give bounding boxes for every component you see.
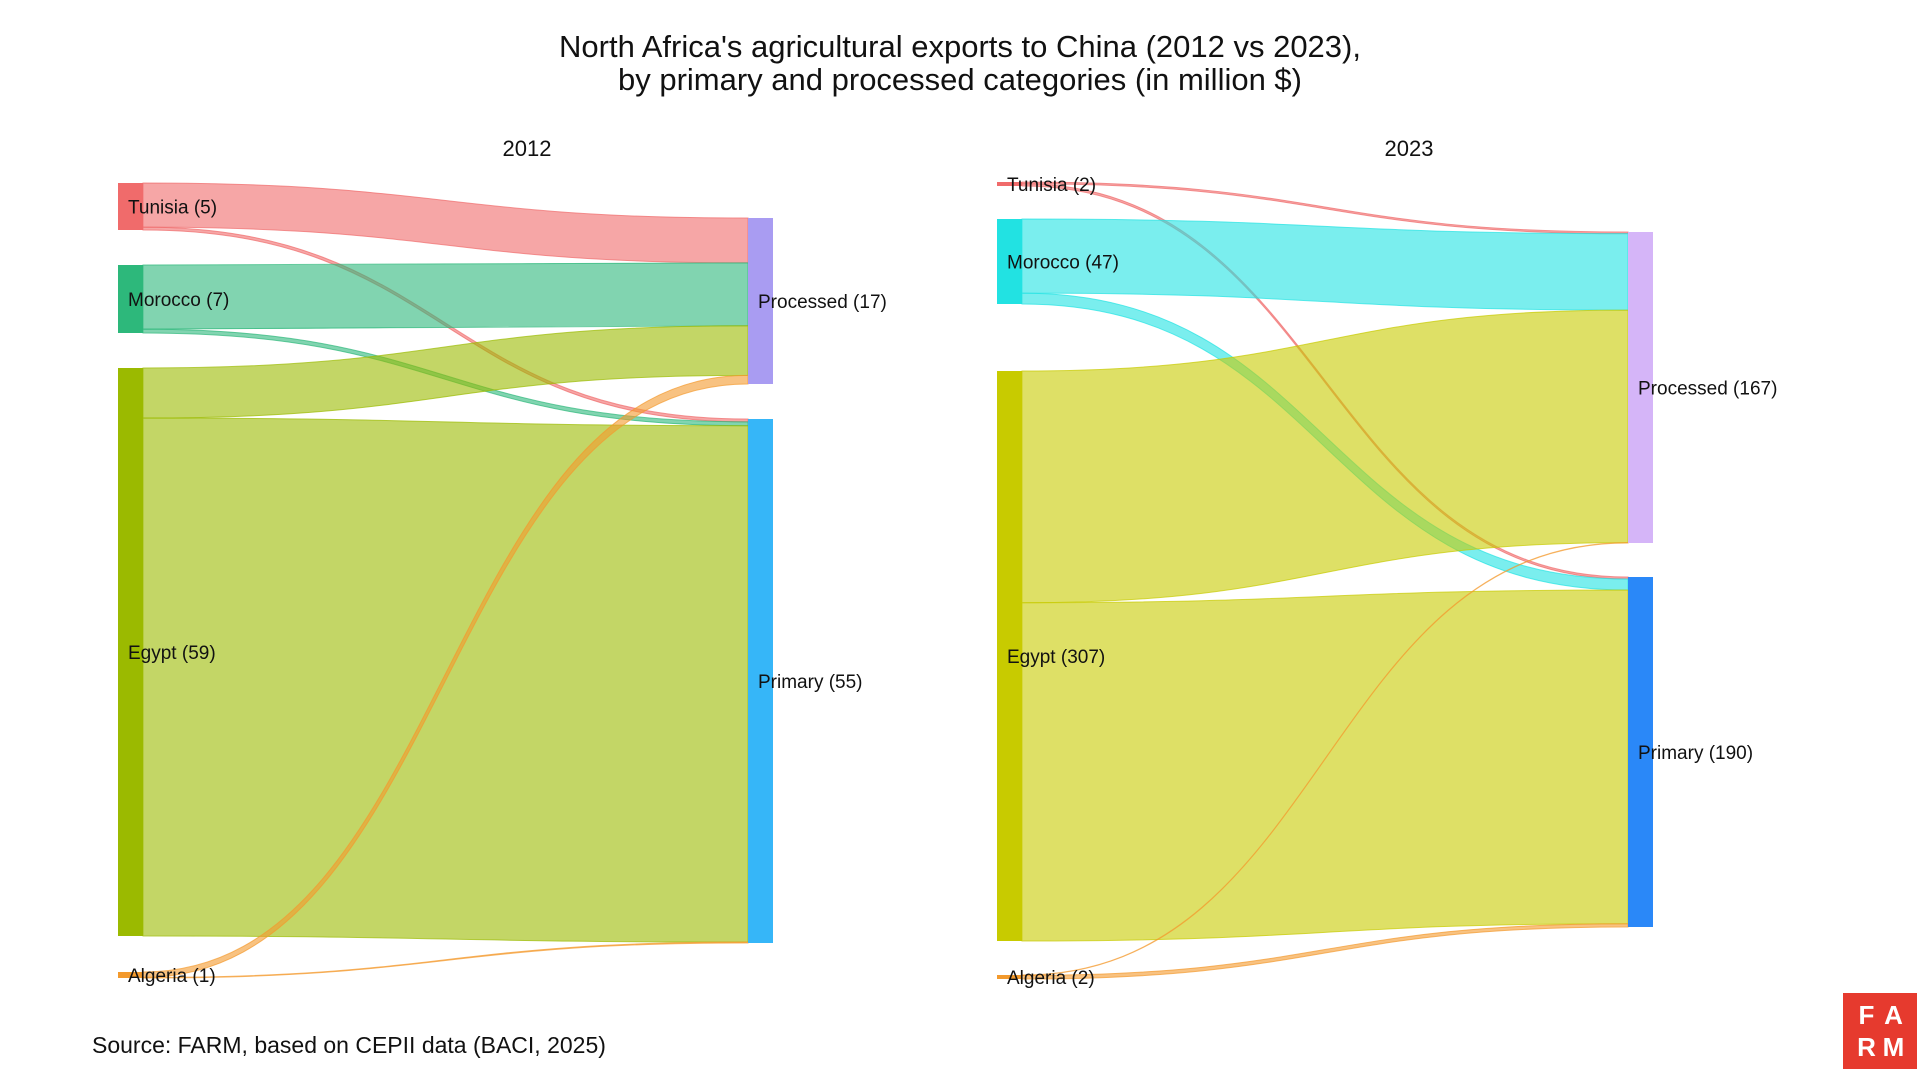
link-egypt-to-processed-2023 <box>1021 309 1629 604</box>
panel-title-2012: 2012 <box>502 136 552 161</box>
farm-logo: F A R M <box>1843 993 1917 1069</box>
node-primary-2012 <box>748 419 773 943</box>
sankey-nodes-2023 <box>997 182 1653 979</box>
node-tunisia-2023 <box>997 182 1022 186</box>
node-processed-2023 <box>1628 232 1653 543</box>
logo-letter-r: R <box>1857 1032 1876 1062</box>
sankey-2023: Tunisia (2) Morocco (47) Egypt (307) Algeri… <box>997 175 1777 989</box>
sankey-labels-2012: Tunisia (5) Morocco (7) Egypt (59) Algeria … <box>128 198 887 988</box>
node-label-morocco-2012: Morocco (7) <box>128 290 229 311</box>
node-primary-2023 <box>1628 577 1653 927</box>
logo-letter-a: A <box>1884 1000 1903 1030</box>
node-label-primary-2023: Primary (190) <box>1638 743 1753 764</box>
sankey-nodes-2012 <box>118 183 773 978</box>
logo-letter-f: F <box>1858 1000 1875 1030</box>
node-label-morocco-2023: Morocco (47) <box>1007 253 1119 274</box>
node-label-primary-2012: Primary (55) <box>758 672 863 693</box>
node-egypt-2012 <box>118 368 143 936</box>
node-label-processed-2012: Processed (17) <box>758 292 887 313</box>
node-label-egypt-2023: Egypt (307) <box>1007 647 1105 668</box>
node-algeria-2012 <box>118 972 143 978</box>
node-morocco-2023 <box>997 219 1022 304</box>
sankey-links-2012 <box>142 182 749 979</box>
chart-title-line-2: by primary and processed categories (in … <box>617 62 1302 97</box>
node-label-processed-2023: Processed (167) <box>1638 379 1777 400</box>
link-egypt-to-primary-2023 <box>1021 589 1629 942</box>
link-morocco-to-processed-2012 <box>142 262 749 330</box>
node-label-algeria-2023: Algeria (2) <box>1007 968 1095 989</box>
node-morocco-2012 <box>118 265 143 333</box>
link-tunisia-to-processed-2012 <box>142 182 749 264</box>
node-label-tunisia-2012: Tunisia (5) <box>128 198 217 219</box>
sankey-labels-2023: Tunisia (2) Morocco (47) Egypt (307) Algeri… <box>1007 175 1777 989</box>
node-algeria-2023 <box>997 975 1022 979</box>
node-label-egypt-2012: Egypt (59) <box>128 643 216 664</box>
sankey-2012: Tunisia (5) Morocco (7) Egypt (59) Algeria … <box>118 182 887 988</box>
chart-title-line-1: North Africa's agricultural exports to C… <box>559 29 1361 64</box>
node-egypt-2023 <box>997 371 1022 941</box>
logo-letter-m: M <box>1882 1032 1905 1062</box>
source-note: Source: FARM, based on CEPII data (BACI,… <box>92 1032 606 1058</box>
link-algeria-to-primary-2012 <box>142 941 749 979</box>
sankey-links-2023 <box>1021 181 1629 980</box>
node-label-algeria-2012: Algeria (1) <box>128 966 216 987</box>
panel-title-2023: 2023 <box>1384 136 1434 161</box>
node-tunisia-2012 <box>118 183 143 230</box>
node-label-tunisia-2023: Tunisia (2) <box>1007 175 1096 196</box>
node-processed-2012 <box>748 218 773 384</box>
